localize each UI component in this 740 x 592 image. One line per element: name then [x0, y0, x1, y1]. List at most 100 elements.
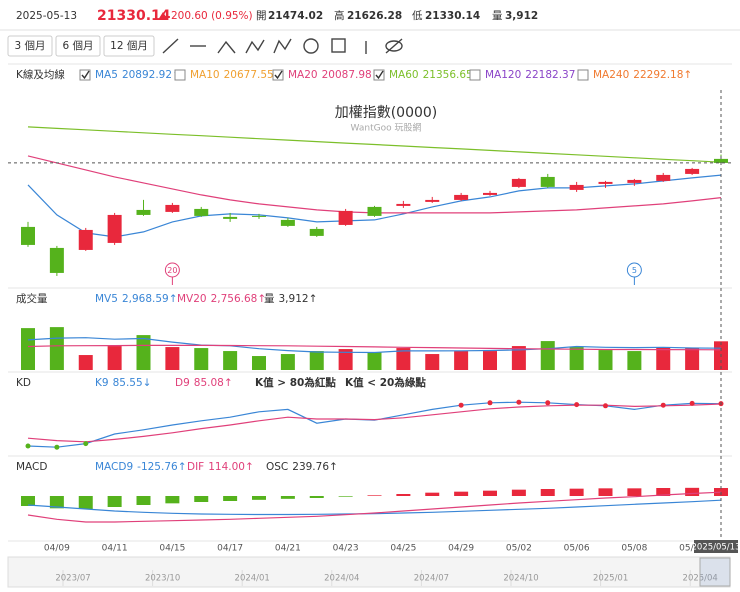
- candle-body: [425, 199, 440, 202]
- legend-trend: ↑: [683, 69, 692, 81]
- kd-note: K值 > 80為紅點: [255, 376, 336, 389]
- legend-value: -125.76: [137, 461, 178, 473]
- candle-body: [627, 179, 642, 183]
- legend-value: 21356.65: [423, 69, 473, 81]
- series-line: [27, 344, 722, 351]
- legend-checkbox[interactable]: [469, 69, 481, 81]
- low-value: 21330.14: [425, 10, 480, 22]
- legend-name: MA120: [485, 69, 521, 81]
- legend-checkbox[interactable]: [373, 69, 385, 81]
- legend-name: DIF: [187, 461, 204, 473]
- x-tick-label: 04/15: [159, 544, 185, 554]
- candle-body: [338, 210, 353, 225]
- volume-bar: [656, 347, 671, 370]
- osc-bar: [425, 492, 440, 496]
- hide-tool[interactable]: [385, 40, 403, 52]
- legend-value: 2,756.68: [211, 293, 258, 305]
- chart-title: 加權指數(0000): [335, 105, 438, 121]
- circle-tool[interactable]: [303, 38, 319, 54]
- legend-name: 量: [264, 293, 275, 305]
- osc-bar: [396, 494, 411, 496]
- navigator-window[interactable]: [699, 557, 731, 587]
- annotation-label: 20: [167, 266, 177, 275]
- candle-body: [136, 209, 151, 215]
- wave-tool[interactable]: [273, 38, 292, 54]
- legend-name: MA5: [95, 69, 118, 81]
- range-button[interactable]: [103, 35, 155, 57]
- legend-check: [375, 70, 384, 80]
- osc-bar: [223, 496, 238, 501]
- volume-bar: [21, 328, 35, 370]
- candle-body: [396, 203, 411, 206]
- x-tick-label: 04/21: [275, 544, 301, 554]
- range-label[interactable]: 3 個月: [14, 39, 45, 52]
- candle-body: [21, 226, 35, 245]
- legend-entry: D9 85.08↑: [175, 377, 233, 389]
- volume-bar: [280, 354, 295, 370]
- legend-name: D9: [175, 377, 190, 389]
- volume-bar: [511, 346, 526, 370]
- legend-entry: MV5 2,968.59↑: [95, 293, 178, 305]
- high-label: 高: [334, 9, 345, 22]
- legend-value: 2,968.59: [122, 293, 169, 305]
- x-tick-label: 04/25: [390, 544, 416, 554]
- range-button[interactable]: [7, 35, 53, 57]
- legend-value: 239.76: [292, 461, 329, 473]
- volume-bar: [540, 341, 555, 370]
- series-line: [27, 499, 722, 516]
- high-value: 21626.28: [347, 10, 402, 22]
- pattern-tool[interactable]: [245, 39, 265, 54]
- volume-bar: [252, 356, 266, 370]
- kd-dot: [516, 399, 522, 405]
- legend-checkbox[interactable]: [174, 69, 186, 81]
- legend-trend: ↑: [178, 461, 187, 473]
- annotation-marker: [626, 262, 642, 278]
- chart-subtitle: WantGoo 玩股網: [351, 122, 422, 134]
- navigator-label: 2024/01: [235, 574, 270, 584]
- osc-bar: [540, 489, 555, 496]
- candle-body: [540, 176, 555, 187]
- x-tick-label: 04/11: [102, 544, 128, 554]
- trend-line-tool[interactable]: [162, 38, 179, 54]
- volume-bar: [309, 351, 324, 370]
- legend-entry: 量 3,912↑: [264, 293, 317, 305]
- candle-body: [685, 168, 700, 174]
- navigator-label: 2024/04: [324, 574, 359, 584]
- volume-bar: [107, 346, 122, 370]
- x-tick-label: 04/09: [44, 544, 70, 554]
- navigator[interactable]: [7, 556, 731, 588]
- kd-dot: [487, 400, 493, 406]
- annotation-label: 5: [632, 266, 637, 275]
- legend-name: MA240: [593, 69, 629, 81]
- panel-label: MACD: [16, 461, 47, 473]
- rect-tool[interactable]: [331, 38, 346, 53]
- cursor-label: 2025/05/13: [692, 543, 740, 553]
- kd-dot: [54, 444, 60, 450]
- legend-checkbox[interactable]: [577, 69, 589, 81]
- legend-checkbox[interactable]: [79, 69, 91, 81]
- candle-body: [483, 192, 497, 195]
- legend-value: 85.08: [194, 377, 224, 389]
- legend-name: MA60: [389, 69, 419, 81]
- candle-body: [656, 174, 671, 181]
- legend-value: 85.55: [113, 377, 143, 389]
- osc-bar: [280, 496, 295, 499]
- low-label: 低: [412, 9, 423, 22]
- candle-body: [454, 194, 469, 200]
- kd-dot: [689, 400, 695, 406]
- kd-dot: [25, 443, 31, 449]
- legend-value: 22182.37: [525, 69, 575, 81]
- range-label[interactable]: 12 個月: [110, 39, 148, 52]
- hide-tool-slash[interactable]: [385, 38, 403, 54]
- candle-body: [569, 184, 584, 190]
- range-button[interactable]: [55, 35, 101, 57]
- legend-checkbox[interactable]: [272, 69, 284, 81]
- volume-bar: [425, 354, 440, 370]
- open-label: 開: [256, 10, 267, 22]
- panel-label: KD: [16, 377, 31, 389]
- angle-tool[interactable]: [217, 40, 236, 54]
- range-label[interactable]: 6 個月: [62, 39, 93, 52]
- drawing-tools[interactable]: [162, 38, 403, 54]
